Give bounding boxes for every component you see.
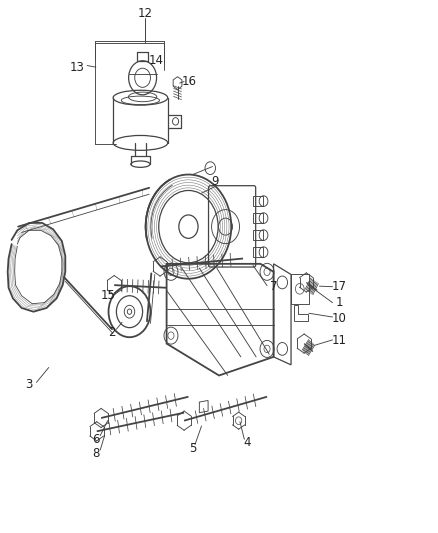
Text: 14: 14	[148, 54, 163, 67]
Bar	[291, 274, 308, 304]
Text: 16: 16	[182, 75, 197, 88]
Text: 11: 11	[332, 334, 346, 348]
Bar	[253, 230, 263, 240]
Text: 2: 2	[108, 326, 116, 339]
Text: 5: 5	[189, 442, 197, 455]
Bar	[253, 196, 263, 206]
Text: 7: 7	[270, 280, 277, 293]
Text: 3: 3	[25, 378, 33, 391]
Text: 8: 8	[92, 447, 99, 460]
Text: 17: 17	[332, 280, 346, 293]
Text: 10: 10	[332, 312, 346, 325]
Text: 12: 12	[137, 7, 152, 20]
Bar	[253, 213, 263, 223]
Bar	[253, 247, 263, 257]
Text: 4: 4	[244, 437, 251, 449]
Text: 15: 15	[100, 289, 115, 302]
Text: 13: 13	[70, 61, 85, 74]
Text: 1: 1	[336, 296, 343, 309]
Text: 9: 9	[211, 175, 219, 188]
Text: 6: 6	[92, 433, 99, 446]
